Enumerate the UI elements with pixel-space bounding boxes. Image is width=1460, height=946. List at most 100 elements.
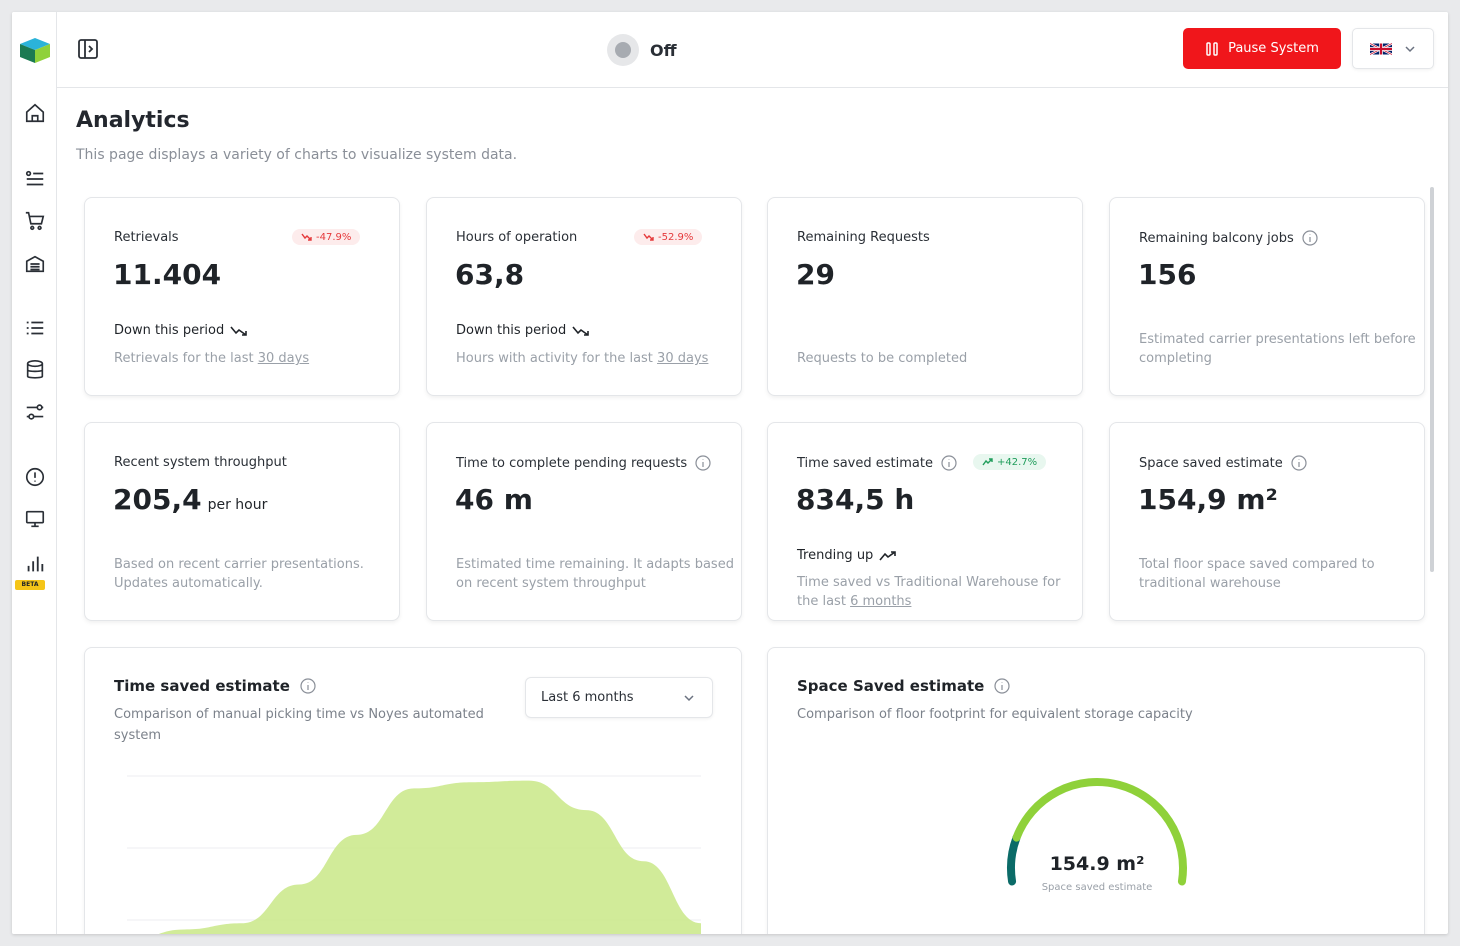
trend-down-icon xyxy=(572,325,590,336)
status-indicator-icon xyxy=(607,34,639,66)
value-text: 205,4 xyxy=(113,483,202,516)
space-saved-chart-panel: Space Saved estimate Comparison of floor… xyxy=(767,647,1425,934)
info-icon[interactable] xyxy=(695,455,711,471)
label-text: Remaining balcony jobs xyxy=(1139,230,1294,246)
sidebar: BETA xyxy=(12,12,57,934)
label-text: Time saved estimate xyxy=(797,455,933,471)
alert-icon[interactable] xyxy=(23,465,47,489)
card-label: Remaining Requests xyxy=(797,230,930,245)
list-icon[interactable] xyxy=(23,316,47,340)
card-label: Time to complete pending requests xyxy=(456,455,711,471)
gauge-label: Space saved estimate xyxy=(1042,882,1153,893)
pending-time-card: Time to complete pending requests 46 m E… xyxy=(426,422,742,621)
sliders-icon[interactable] xyxy=(23,400,47,424)
trend-down-icon xyxy=(230,325,248,336)
value-unit: per hour xyxy=(207,497,268,513)
info-icon[interactable] xyxy=(994,678,1010,694)
monitor-icon[interactable] xyxy=(23,507,47,531)
trend-badge: +42.7% xyxy=(973,454,1047,470)
storage-icon[interactable] xyxy=(23,252,47,276)
page-scrollbar[interactable] xyxy=(1430,187,1434,572)
card-description: Estimated carrier presentations left bef… xyxy=(1139,332,1416,366)
remaining-requests-card: Remaining Requests 29 Requests to be com… xyxy=(767,197,1083,396)
badge-text: +42.7% xyxy=(997,456,1038,468)
app-window: BETA Off Pause System Analytics This pag xyxy=(12,12,1448,934)
page-subtitle: This page displays a variety of charts t… xyxy=(76,147,518,163)
task-list-icon[interactable] xyxy=(23,167,47,191)
card-label: Space saved estimate xyxy=(1139,455,1307,471)
panel-description: Comparison of manual picking time vs Noy… xyxy=(114,707,484,743)
card-label: Retrievals xyxy=(114,230,179,245)
card-value: 46 m xyxy=(455,483,533,516)
card-trend: Down this period xyxy=(114,323,248,338)
info-icon[interactable] xyxy=(1291,455,1307,471)
gauge-segment-dark xyxy=(1007,833,1021,886)
card-description: Requests to be completed xyxy=(797,351,968,366)
trend-badge: -52.9% xyxy=(634,229,703,245)
balcony-jobs-card: Remaining balcony jobs 156 Estimated car… xyxy=(1109,197,1425,396)
top-header: Off Pause System xyxy=(57,12,1448,88)
info-icon[interactable] xyxy=(1302,230,1318,246)
card-description: Hours with activity for the last 30 days xyxy=(456,349,736,368)
space-saved-card: Space saved estimate 154,9 m² Total floo… xyxy=(1109,422,1425,621)
card-value: 11.404 xyxy=(113,258,222,291)
database-icon[interactable] xyxy=(23,358,47,382)
label-text: Time to complete pending requests xyxy=(456,455,688,471)
panel-description: Comparison of floor footprint for equiva… xyxy=(797,707,1193,722)
desc-text: Time saved vs Traditional Warehouse for … xyxy=(797,575,1061,609)
uk-flag-icon xyxy=(1370,42,1392,55)
card-value: 154,9 m² xyxy=(1138,483,1278,516)
cart-icon[interactable] xyxy=(23,209,47,233)
title-text: Time saved estimate xyxy=(114,677,290,695)
desc-text: Hours with activity for the last xyxy=(456,351,658,366)
period-link[interactable]: 30 days xyxy=(257,351,310,366)
gauge-segment-light xyxy=(1012,778,1187,886)
time-range-select[interactable]: Last 6 months xyxy=(525,677,713,718)
panel-title: Time saved estimate xyxy=(114,677,316,695)
card-trend: Down this period xyxy=(456,323,590,338)
system-status[interactable]: Off xyxy=(607,34,677,66)
area-series xyxy=(158,780,701,934)
space-saved-gauge: 154.9 m² Space saved estimate xyxy=(1007,778,1187,893)
time-saved-card: Time saved estimate +42.7% 834,5 h Trend… xyxy=(767,422,1083,621)
time-saved-area-chart xyxy=(127,775,701,934)
card-label: Recent system throughput xyxy=(114,455,287,470)
card-label: Time saved estimate xyxy=(797,455,957,471)
card-value: 63,8 xyxy=(455,258,525,291)
beta-badge: BETA xyxy=(15,580,45,590)
period-link[interactable]: 6 months xyxy=(850,594,912,609)
gauge-value: 154.9 m² xyxy=(1050,853,1145,875)
sidebar-toggle-icon[interactable] xyxy=(77,38,99,60)
chevron-down-icon xyxy=(684,694,694,701)
card-value: 205,4 per hour xyxy=(113,483,267,516)
trend-up-icon xyxy=(982,458,993,466)
card-value: 29 xyxy=(796,258,835,291)
home-icon[interactable] xyxy=(23,101,47,125)
time-saved-chart-panel: Time saved estimate Comparison of manual… xyxy=(84,647,742,934)
card-trend: Trending up xyxy=(797,548,897,563)
trend-text: Down this period xyxy=(456,323,567,338)
badge-text: -52.9% xyxy=(658,231,694,243)
title-text: Space Saved estimate xyxy=(797,677,985,695)
logo-icon[interactable] xyxy=(18,36,52,64)
info-icon[interactable] xyxy=(941,455,957,471)
badge-text: -47.9% xyxy=(316,231,352,243)
card-description: Based on recent carrier presentations. U… xyxy=(114,557,364,591)
pause-icon xyxy=(1206,41,1218,56)
card-description: Time saved vs Traditional Warehouse for … xyxy=(797,573,1077,611)
label-text: Space saved estimate xyxy=(1139,455,1283,471)
status-text: Off xyxy=(650,40,677,60)
throughput-card: Recent system throughput 205,4 per hour B… xyxy=(84,422,400,621)
panel-title: Space Saved estimate xyxy=(797,677,1010,695)
pause-system-button[interactable]: Pause System xyxy=(1183,28,1341,69)
language-select[interactable] xyxy=(1352,28,1434,69)
trend-down-icon xyxy=(301,233,312,241)
trend-up-icon xyxy=(879,550,897,561)
card-description: Total floor space saved compared to trad… xyxy=(1139,557,1375,591)
trend-badge: -47.9% xyxy=(292,229,361,245)
card-label: Remaining balcony jobs xyxy=(1139,230,1318,246)
info-icon[interactable] xyxy=(300,678,316,694)
range-value: Last 6 months xyxy=(541,690,634,705)
period-link[interactable]: 30 days xyxy=(657,351,709,366)
analytics-icon[interactable] xyxy=(23,552,47,576)
